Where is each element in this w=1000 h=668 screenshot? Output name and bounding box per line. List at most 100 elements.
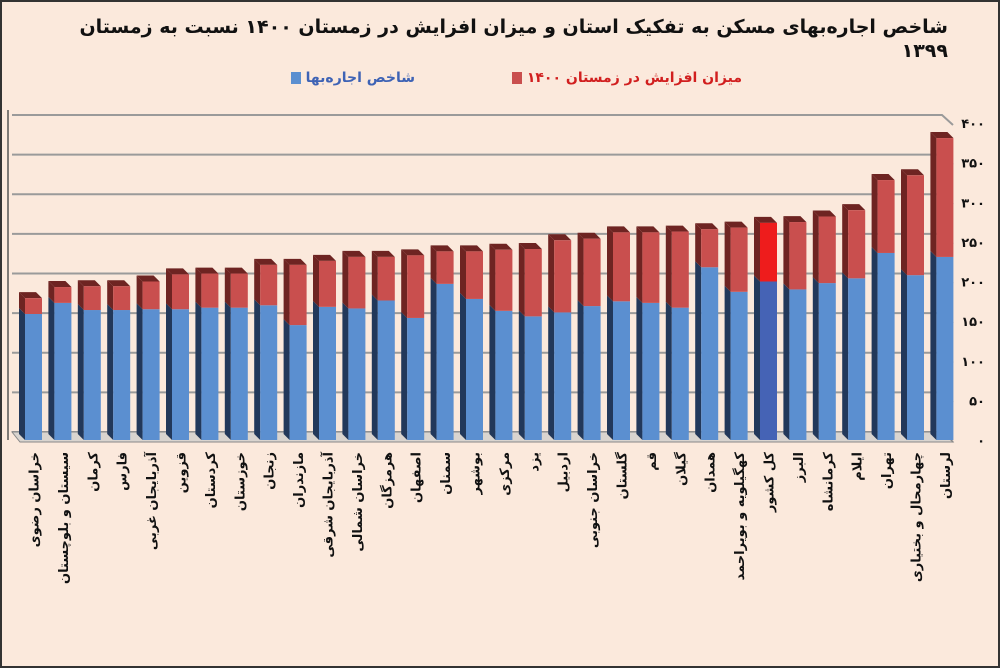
y-tick-label: ۱۰۰	[961, 355, 985, 370]
bar-side-increase	[430, 245, 437, 284]
bar-side-increase	[136, 275, 143, 310]
bar-side-index	[254, 299, 261, 440]
bar-segment-index	[83, 310, 101, 440]
bar-segment-index	[436, 283, 454, 440]
bar-segment-index	[377, 300, 395, 440]
bar-side-index	[695, 261, 702, 440]
bar-top-cap	[842, 204, 866, 211]
bar-segment-index	[260, 305, 278, 440]
bar-side-index	[371, 294, 378, 440]
bar-segment-increase	[201, 273, 219, 308]
x-tick-label: کردستان	[204, 452, 219, 509]
x-tick-label: قزوین	[175, 452, 190, 493]
bar-segment-increase	[789, 222, 807, 290]
bar-side-index	[195, 301, 202, 440]
x-tick-label: بوشهر	[469, 452, 484, 496]
bar-segment-increase	[113, 286, 131, 311]
chart-title: شاخص اجاره‌بهای مسکن به تفکیک استان و می…	[79, 16, 948, 62]
bar-side-index	[460, 292, 466, 440]
x-tick-label: کهگیلویه و بویراحمد	[732, 452, 748, 581]
bar-segment-index	[25, 313, 42, 440]
bar-top-cap	[754, 216, 777, 223]
x-tick-label: آذربایجان غربی	[143, 451, 160, 550]
bar-side-index	[283, 319, 290, 440]
bar-side-increase	[783, 216, 790, 290]
bar-segment-increase	[701, 229, 719, 268]
bar-segment-increase	[642, 232, 660, 303]
legend-item-increase: میزان افزایش در زمستان ۱۴۰۰	[511, 70, 742, 86]
x-tick-label: سمنان	[439, 452, 454, 495]
bar-side-index	[724, 285, 731, 440]
bar-segment-increase	[25, 298, 42, 314]
y-tick-label: ۵۰	[969, 394, 985, 409]
bar-top-cap	[812, 210, 836, 217]
bar-segment-increase	[818, 216, 836, 284]
bar-top-cap	[224, 267, 248, 274]
legend-swatch-increase	[511, 72, 522, 84]
bar-side-increase	[842, 204, 849, 279]
bar-segment-increase	[583, 238, 601, 307]
bar-side-increase	[107, 280, 114, 311]
bar-top-cap	[607, 226, 630, 233]
bar-top-cap	[254, 258, 278, 265]
bar-side-increase	[371, 250, 378, 301]
bar-side-increase	[313, 254, 319, 307]
bar-segment-increase	[289, 264, 307, 326]
bar-segment-increase	[83, 286, 101, 311]
bar-side-increase	[548, 234, 555, 313]
bar-segment-increase	[260, 264, 278, 306]
bar-top-cap	[19, 292, 42, 299]
bar-top-cap	[430, 245, 454, 252]
bar-segment-index	[407, 317, 425, 440]
bar-segment-index	[583, 306, 601, 440]
bar-top-cap	[77, 280, 101, 287]
x-tick-label: فارس	[116, 452, 131, 491]
bar-segment-index	[230, 307, 248, 440]
bar-side-index	[489, 304, 496, 440]
bar-side-increase	[695, 223, 702, 268]
bar-side-increase	[166, 268, 172, 310]
bar-top-cap	[518, 243, 542, 250]
y-tick-label: ۰	[977, 434, 985, 449]
bar-segment-index	[613, 301, 630, 440]
bar-segment-increase	[407, 255, 425, 318]
bar-top-cap	[636, 226, 660, 233]
legend-label-increase: میزان افزایش در زمستان ۱۴۰۰	[526, 70, 742, 86]
x-tick-label: چهارمحال و بختیاری	[910, 452, 925, 582]
bar-segment-increase	[495, 249, 513, 311]
bar-top-cap	[166, 268, 189, 275]
bar-side-increase	[665, 225, 672, 308]
x-tick-label: البرز	[792, 452, 807, 483]
bar-side-increase	[901, 169, 907, 276]
x-tick-label: اردبیل	[557, 452, 572, 492]
bar-segment-index	[701, 267, 719, 440]
bar-segment-increase	[907, 175, 924, 276]
x-tick-label: تهران	[880, 452, 895, 489]
x-tick-label: آذربایجان شرقی	[320, 451, 337, 557]
bar-segment-index	[642, 302, 660, 440]
bar-segment-increase	[671, 231, 689, 308]
bar-segment-index	[289, 325, 307, 440]
bar-side-increase	[754, 216, 760, 282]
bar-side-index	[136, 303, 143, 440]
bar-side-index	[401, 311, 408, 440]
bar-top-cap	[48, 281, 72, 288]
bar-side-increase	[871, 174, 878, 253]
bar-segment-increase	[554, 240, 572, 313]
x-tick-label: مازندران	[292, 452, 307, 508]
bar-segment-index	[671, 307, 689, 440]
bar-side-increase	[607, 226, 613, 302]
bar-side-increase	[283, 258, 290, 326]
x-tick-label: گلستان	[615, 452, 631, 500]
bar-side-index	[871, 246, 878, 440]
bar-side-index	[783, 283, 790, 440]
bar-segment-increase	[142, 281, 160, 310]
bar-side-increase	[224, 267, 231, 308]
bar-segment-increase	[730, 227, 748, 292]
bar-side-index	[48, 296, 55, 440]
legend-item-index: شاخص اجاره‌بها	[290, 70, 415, 86]
gridline	[12, 114, 954, 126]
bar-segment-index	[466, 298, 483, 440]
bar-side-index	[812, 277, 819, 440]
